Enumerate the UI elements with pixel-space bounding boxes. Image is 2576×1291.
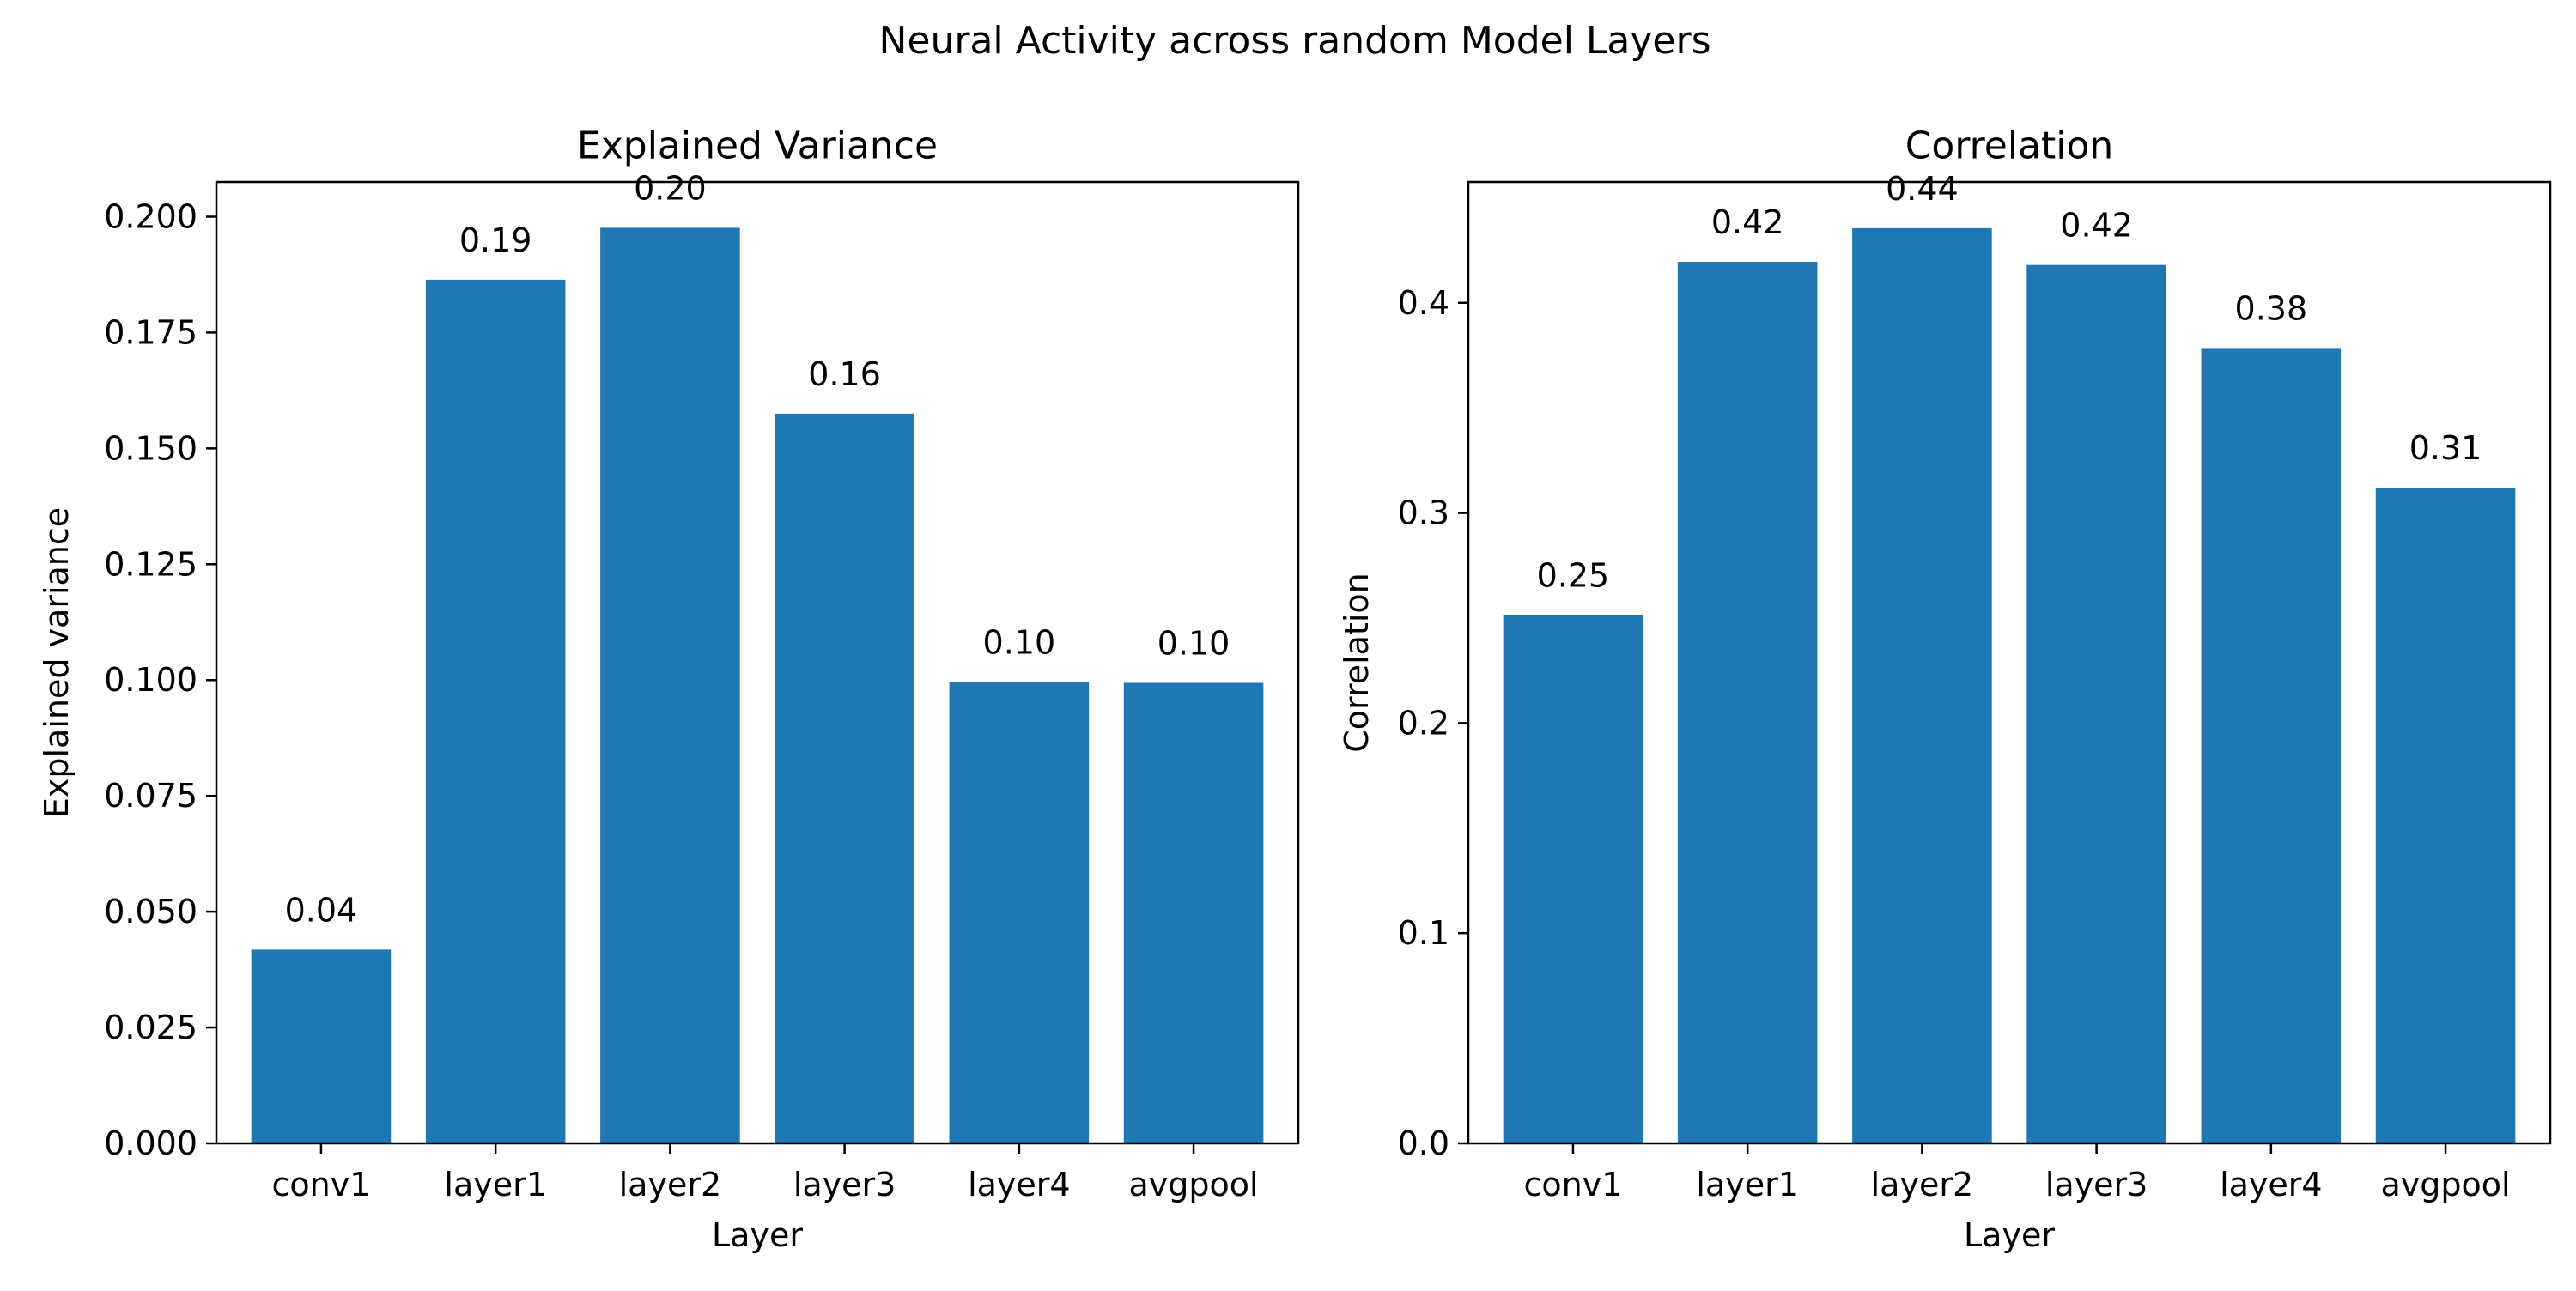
bar-layer3 [2026, 264, 2166, 1143]
bar-layer4 [2201, 348, 2342, 1143]
bar-layer3 [775, 413, 914, 1143]
y-tick-label: 0.125 [104, 545, 197, 583]
value-label-layer3: 0.16 [808, 355, 881, 393]
bar-layer2 [1852, 227, 1992, 1143]
bar-layer4 [949, 682, 1090, 1143]
x-tick-label-layer3: layer3 [2045, 1166, 2148, 1203]
value-label-layer2: 0.20 [634, 169, 707, 207]
y-tick-label: 0.050 [104, 893, 197, 930]
chart-panels: 0.04 0.19 0.20 0.16 0.10 0.10 0.000 0.025 0.050 0… [38, 124, 2552, 1254]
value-label-avgpool: 0.31 [2409, 429, 2482, 467]
bar-conv1 [1503, 615, 1643, 1143]
y-tick-label: 0.4 [1398, 284, 1449, 322]
bar-avgpool [2375, 488, 2516, 1143]
value-label-layer4: 0.10 [983, 623, 1056, 661]
x-tick-label-layer2: layer2 [1871, 1166, 1974, 1203]
value-label-layer1: 0.42 [1711, 203, 1784, 241]
x-tick-label-layer1: layer1 [1696, 1166, 1799, 1203]
value-label-layer2: 0.44 [1886, 170, 1959, 208]
y-tick-label: 0.2 [1398, 704, 1449, 742]
y-axis-label: Explained variance [38, 507, 76, 818]
y-tick-label: 0.200 [104, 197, 197, 235]
y-tick-label: 0.025 [104, 1009, 197, 1046]
bar-layer2 [600, 227, 740, 1143]
x-tick-label-layer4: layer4 [968, 1166, 1071, 1203]
y-tick-label: 0.0 [1398, 1124, 1449, 1162]
x-tick-label-avgpool: avgpool [2381, 1166, 2511, 1203]
bar-conv1 [251, 949, 392, 1143]
y-tick-label: 0.075 [104, 777, 197, 815]
x-tick-label-layer3: layer3 [793, 1166, 896, 1203]
x-axis-label: Layer [712, 1216, 803, 1254]
chart-panel-1: 0.04 0.19 0.20 0.16 0.10 0.10 0.000 0.025 0.050 0… [38, 124, 1300, 1254]
y-tick-label: 0.1 [1398, 914, 1449, 952]
y-tick-label: 0.150 [104, 429, 197, 467]
value-label-layer4: 0.38 [2235, 289, 2308, 327]
axes-frame [1467, 180, 2552, 1145]
bar-layer1 [1677, 262, 1818, 1143]
y-axis-label: Correlation [1338, 573, 1376, 753]
x-tick-label-layer4: layer4 [2220, 1166, 2323, 1203]
x-tick-label-conv1: conv1 [271, 1166, 370, 1203]
x-tick-label-avgpool: avgpool [1129, 1166, 1259, 1203]
bar-avgpool [1123, 682, 1264, 1143]
value-label-layer3: 0.42 [2060, 207, 2133, 245]
panel-title: Explained Variance [577, 124, 938, 168]
y-tick-label: 0.100 [104, 661, 197, 699]
value-label-conv1: 0.25 [1537, 556, 1610, 594]
y-tick-label: 0.000 [104, 1124, 197, 1162]
figure-title: Neural Activity across random Model Laye… [878, 19, 1710, 63]
chart-panel-2: 0.25 0.42 0.44 0.42 0.38 0.31 0.0 0.1 0.2 0.3 0.4 c… [1338, 124, 2552, 1254]
axes-frame [215, 180, 1300, 1145]
x-tick-label-conv1: conv1 [1523, 1166, 1622, 1203]
bar-layer1 [425, 279, 566, 1143]
panel-title: Correlation [1905, 124, 2114, 168]
value-label-avgpool: 0.10 [1157, 624, 1230, 662]
value-label-conv1: 0.04 [285, 891, 358, 929]
x-axis-label: Layer [1964, 1216, 2055, 1254]
y-tick-label: 0.175 [104, 313, 197, 351]
x-tick-label-layer2: layer2 [619, 1166, 722, 1203]
x-tick-label-layer1: layer1 [444, 1166, 547, 1203]
value-label-layer1: 0.19 [459, 221, 532, 259]
y-tick-label: 0.3 [1398, 494, 1449, 532]
